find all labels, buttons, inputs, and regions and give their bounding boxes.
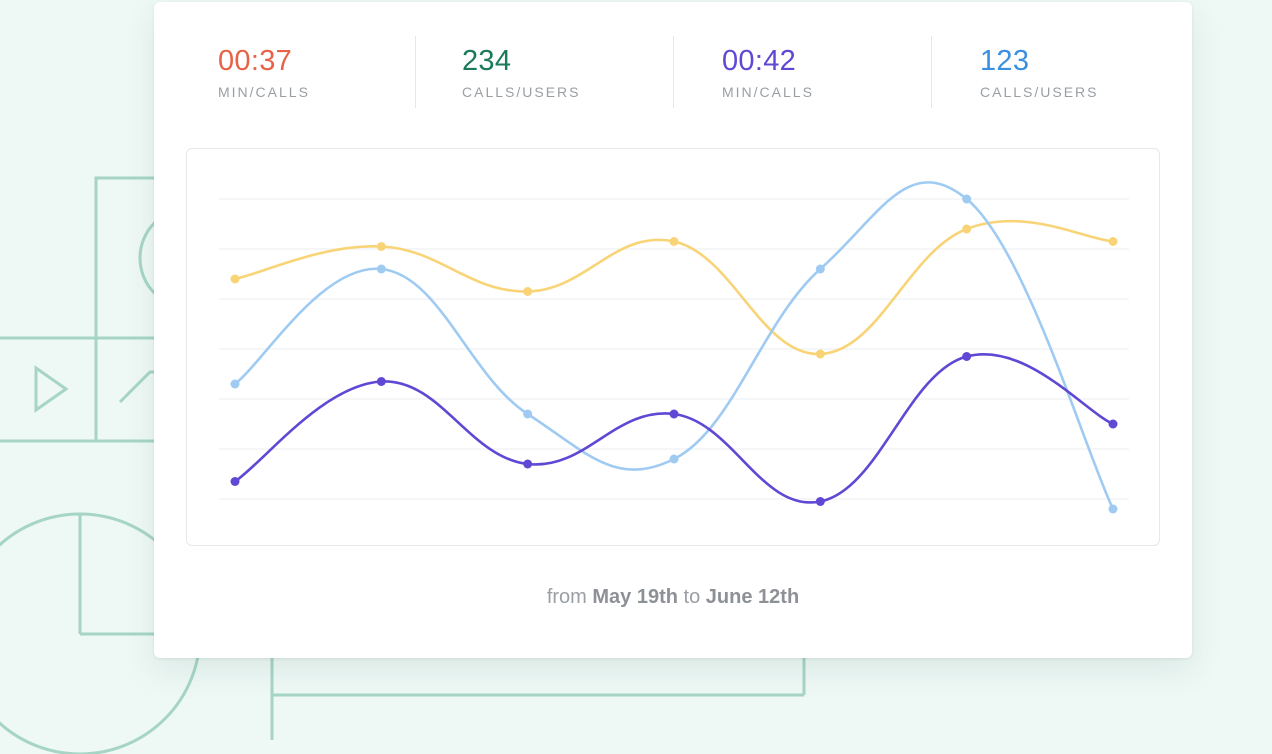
line-chart-panel bbox=[186, 148, 1160, 546]
data-point[interactable] bbox=[523, 409, 533, 419]
stat-divider bbox=[931, 36, 932, 108]
stat-label: MIN/CALLS bbox=[722, 84, 814, 100]
data-point[interactable] bbox=[1108, 504, 1118, 514]
stat-calls-users-1: 234 CALLS/USERS bbox=[462, 42, 682, 100]
stat-label: CALLS/USERS bbox=[980, 84, 1099, 100]
data-point[interactable] bbox=[230, 274, 240, 284]
stat-label: CALLS/USERS bbox=[462, 84, 581, 100]
data-point[interactable] bbox=[376, 377, 386, 386]
date-range: from May 19th to June 12th bbox=[154, 586, 1192, 609]
stat-avg-min-calls-1: 00:37 MIN/CALLS bbox=[218, 42, 438, 100]
data-point[interactable] bbox=[962, 352, 972, 361]
stat-value: 00:37 bbox=[218, 45, 293, 77]
stat-value: 123 bbox=[980, 45, 1030, 77]
data-point[interactable] bbox=[523, 287, 533, 296]
data-point[interactable] bbox=[523, 459, 533, 469]
series-line-3 bbox=[233, 353, 1115, 504]
data-point[interactable] bbox=[669, 237, 679, 246]
data-point[interactable] bbox=[815, 349, 825, 359]
stat-calls-users-2: 123 CALLS/USERS bbox=[980, 42, 1200, 100]
line-chart bbox=[219, 181, 1129, 514]
stat-divider bbox=[673, 36, 674, 108]
stat-value: 00:42 bbox=[722, 45, 797, 77]
stats-card: 00:37 MIN/CALLS 234 CALLS/USERS 00:42 MI… bbox=[154, 2, 1192, 658]
data-point[interactable] bbox=[1108, 419, 1118, 429]
data-point[interactable] bbox=[376, 264, 386, 274]
date-range-start: May 19th bbox=[592, 586, 678, 608]
data-point[interactable] bbox=[376, 242, 386, 251]
data-point[interactable] bbox=[669, 454, 679, 464]
date-range-middle: to bbox=[683, 586, 701, 608]
data-point[interactable] bbox=[962, 224, 972, 234]
data-point[interactable] bbox=[962, 194, 972, 204]
date-range-prefix: from bbox=[546, 586, 587, 608]
stat-label: MIN/CALLS bbox=[218, 84, 310, 100]
data-point[interactable] bbox=[815, 497, 825, 506]
stat-divider bbox=[415, 36, 416, 108]
data-point[interactable] bbox=[230, 379, 240, 389]
stat-value: 234 bbox=[462, 45, 512, 77]
stat-avg-min-calls-2: 00:42 MIN/CALLS bbox=[722, 42, 942, 100]
data-point[interactable] bbox=[669, 409, 679, 419]
data-point[interactable] bbox=[1108, 237, 1118, 246]
data-point[interactable] bbox=[815, 264, 825, 274]
data-point[interactable] bbox=[230, 477, 240, 486]
date-range-end: June 12th bbox=[705, 586, 800, 608]
